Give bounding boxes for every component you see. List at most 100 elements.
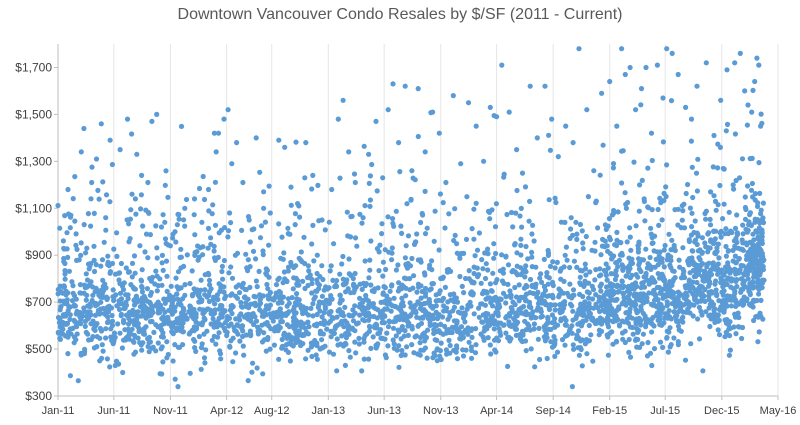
data-point	[321, 310, 327, 316]
x-tick-label: Nov-11	[153, 405, 188, 417]
data-point	[368, 345, 374, 351]
data-point	[191, 286, 197, 292]
data-point	[671, 335, 677, 341]
data-point	[512, 269, 518, 275]
data-point	[756, 160, 762, 166]
data-point	[107, 137, 113, 143]
data-point	[205, 186, 212, 193]
data-point	[83, 250, 89, 256]
data-point	[733, 271, 739, 277]
data-point	[80, 313, 86, 319]
data-point	[461, 310, 467, 316]
data-point	[362, 318, 368, 324]
data-point	[487, 104, 493, 110]
data-point	[605, 291, 611, 297]
data-point	[221, 257, 227, 264]
data-point	[367, 173, 373, 179]
data-point	[548, 339, 554, 345]
data-point	[464, 306, 470, 312]
data-point	[63, 288, 69, 294]
data-point	[730, 182, 736, 188]
data-point	[640, 331, 647, 337]
data-point	[239, 325, 245, 331]
data-point	[611, 253, 617, 259]
data-point	[454, 299, 461, 305]
data-point	[686, 304, 692, 310]
data-point	[716, 332, 723, 338]
data-point	[320, 300, 327, 306]
data-point	[603, 318, 609, 324]
data-point	[164, 296, 170, 302]
data-point	[355, 320, 361, 326]
data-point	[115, 321, 121, 327]
data-point	[383, 355, 389, 361]
data-point	[699, 235, 706, 241]
data-point	[743, 226, 749, 232]
data-point	[546, 326, 552, 332]
data-point	[575, 328, 582, 334]
data-point	[198, 366, 204, 372]
data-point	[653, 312, 659, 319]
data-point	[708, 189, 714, 195]
data-point	[100, 294, 106, 300]
data-point	[667, 262, 673, 268]
data-point	[139, 289, 145, 295]
data-point	[346, 348, 352, 354]
data-point	[125, 269, 132, 275]
data-point	[636, 239, 642, 245]
data-point	[649, 157, 655, 164]
data-point	[337, 175, 343, 181]
data-point	[417, 305, 423, 312]
data-point	[138, 192, 144, 198]
data-point	[529, 231, 535, 237]
data-point	[633, 223, 639, 229]
data-point	[446, 211, 452, 217]
data-point	[746, 252, 752, 258]
data-point	[713, 278, 719, 284]
data-point	[199, 341, 205, 347]
data-point	[181, 263, 187, 269]
data-point	[561, 315, 568, 321]
data-point	[707, 222, 714, 228]
data-point	[397, 169, 403, 175]
data-point	[288, 259, 294, 266]
data-point	[520, 332, 526, 338]
data-point	[758, 111, 764, 117]
data-point	[661, 247, 667, 253]
data-point	[440, 295, 447, 301]
data-point	[498, 332, 504, 338]
data-point	[443, 347, 449, 353]
data-point	[243, 251, 249, 257]
data-point	[257, 169, 263, 175]
data-point	[732, 253, 739, 259]
data-point	[457, 273, 463, 280]
data-point	[493, 294, 499, 300]
data-point	[576, 352, 583, 358]
data-point	[686, 237, 692, 243]
data-point	[380, 175, 386, 181]
data-point	[518, 205, 524, 211]
data-point	[291, 304, 297, 310]
data-point	[189, 268, 195, 274]
data-point	[131, 351, 137, 357]
data-point	[589, 316, 595, 322]
data-point	[58, 289, 64, 295]
data-point	[390, 325, 397, 331]
data-point	[570, 317, 576, 323]
data-point	[452, 206, 458, 212]
data-point	[641, 198, 648, 204]
data-point	[616, 323, 623, 329]
data-point	[438, 321, 444, 327]
data-point	[423, 334, 430, 341]
data-point	[64, 230, 70, 236]
data-point	[732, 60, 738, 66]
data-point	[336, 307, 343, 313]
data-point	[629, 324, 636, 331]
data-point	[750, 194, 756, 200]
data-point	[694, 83, 700, 89]
data-point	[654, 304, 660, 310]
data-point	[620, 267, 626, 273]
data-point	[242, 294, 248, 300]
data-point	[225, 228, 232, 234]
data-point	[233, 316, 239, 322]
